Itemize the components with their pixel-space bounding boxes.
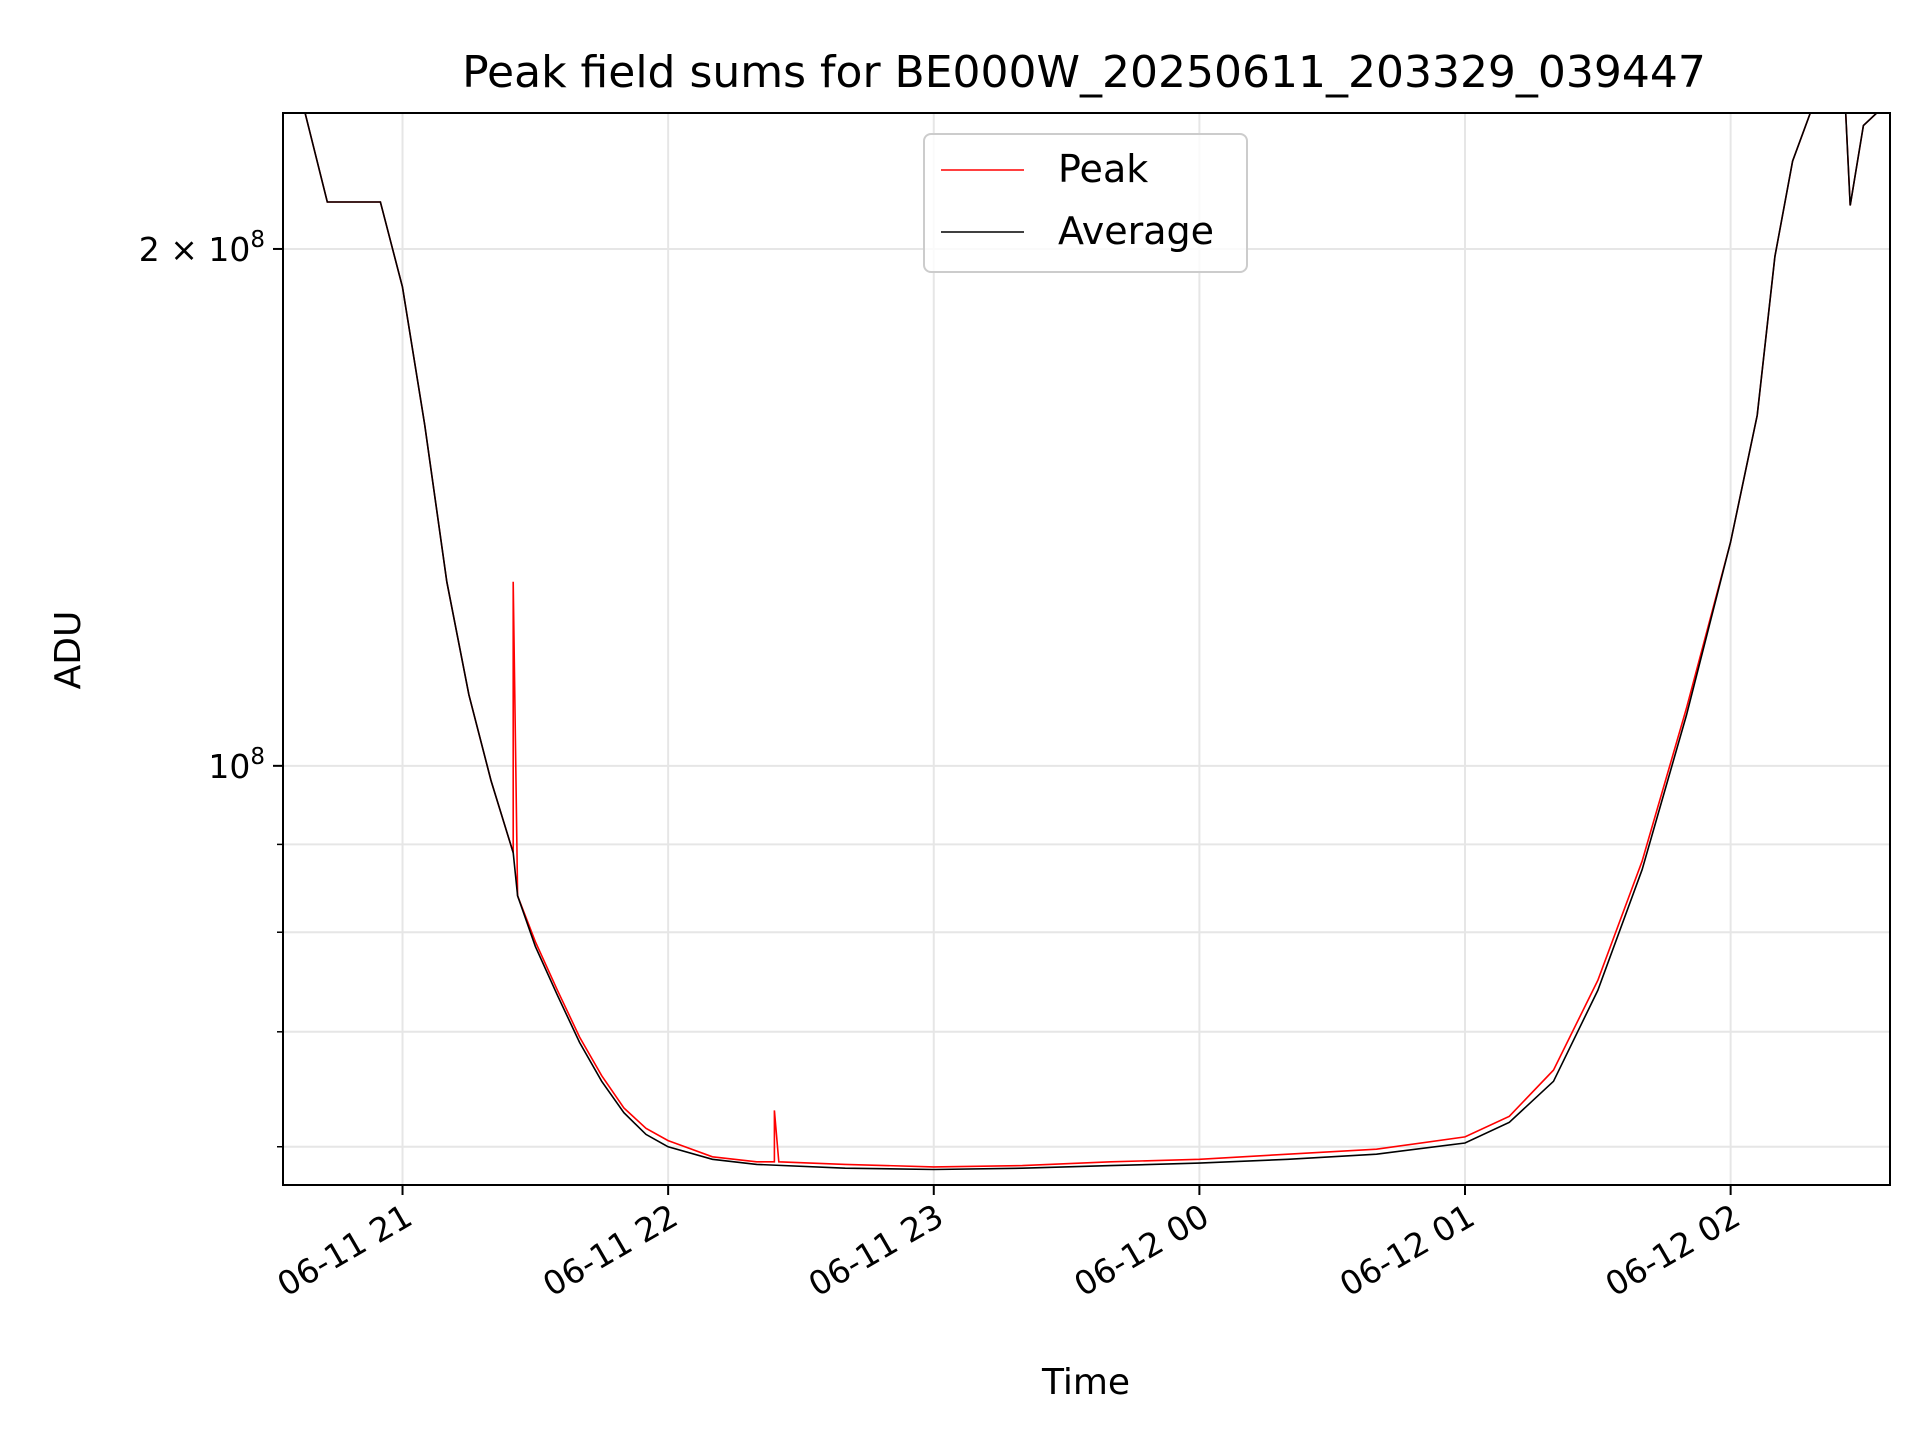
x-axis: 06-11 21 06-11 22 06-11 23 06-12 00 06-12 01… xyxy=(271,1185,1747,1304)
x-tick-label: 06-11 22 xyxy=(536,1196,684,1304)
x-tick-label: 06-12 01 xyxy=(1333,1196,1481,1304)
plot-area xyxy=(283,113,1890,1171)
x-tick-label: 06-12 02 xyxy=(1599,1196,1747,1304)
x-tick-label: 06-11 23 xyxy=(802,1196,950,1304)
y-tick-label: 108 xyxy=(208,744,265,786)
legend-box xyxy=(923,133,1248,273)
series-line-average xyxy=(283,113,1890,1171)
x-axis-label: Time xyxy=(1041,1362,1130,1403)
legend-label-average: Average xyxy=(1058,209,1214,253)
legend: Peak Average xyxy=(923,133,1248,273)
y-axis: 108 2 × 108 xyxy=(139,227,283,1148)
legend-label-peak: Peak xyxy=(1058,147,1148,191)
x-tick-label: 06-12 00 xyxy=(1067,1196,1215,1304)
axes-frame xyxy=(282,112,1891,1186)
chart-title: Peak field sums for BE000W_20250611_2033… xyxy=(462,47,1706,98)
grid xyxy=(283,113,1890,1185)
y-tick-label: 2 × 108 xyxy=(139,227,265,269)
y-axis-label: ADU xyxy=(48,611,89,690)
x-tick-label: 06-11 21 xyxy=(271,1196,419,1304)
